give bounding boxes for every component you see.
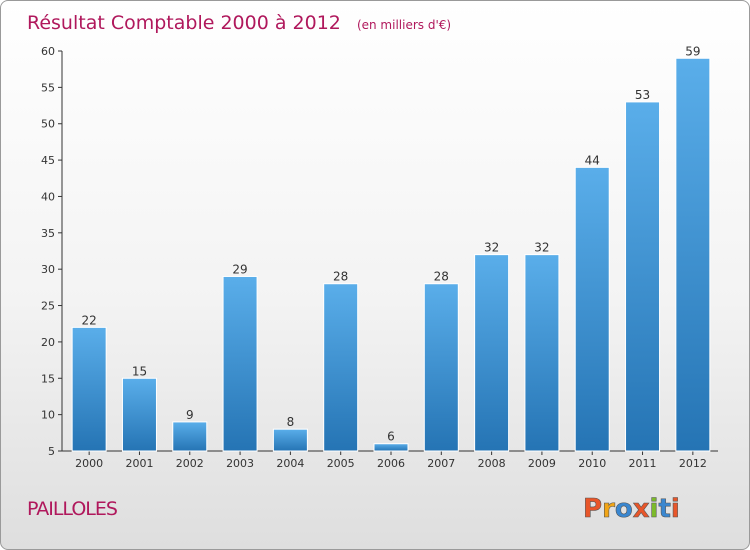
x-tick-label: 2005 [327, 457, 355, 470]
x-tick-label: 2002 [176, 457, 204, 470]
value-labels: 22 15 9 29 8 28 6 28 32 32 44 53 59 [82, 44, 701, 443]
logo-letter: x [633, 494, 650, 524]
bar-value-label: 44 [585, 153, 600, 167]
bars [71, 57, 711, 452]
y-tick-label: 60 [41, 45, 55, 58]
bar-value-label: 6 [387, 430, 395, 444]
y-tick-label: 35 [41, 227, 55, 240]
x-tick-label: 2004 [276, 457, 304, 470]
y-axis: 5 10 15 20 25 30 35 40 45 50 55 60 [41, 45, 63, 458]
x-tick-label: 2011 [629, 457, 657, 470]
bar [121, 377, 157, 452]
x-tick-label: 2008 [478, 457, 506, 470]
logo-letter: o [615, 494, 633, 524]
logo-letter: P [583, 494, 602, 524]
x-tick-label: 2006 [377, 457, 405, 470]
x-tick-label: 2010 [578, 457, 606, 470]
proxiti-logo: Proxiti [583, 494, 680, 524]
bar [423, 283, 459, 452]
bar-value-label: 9 [186, 408, 194, 422]
x-tick-label: 2012 [679, 457, 707, 470]
bar-value-label: 29 [232, 262, 247, 276]
bar-value-label: 8 [287, 415, 295, 429]
y-tick-label: 25 [41, 300, 55, 313]
bar [323, 283, 359, 452]
chart-title-main: Résultat Comptable 2000 à 2012 [27, 12, 341, 34]
x-tick-label: 2000 [75, 457, 103, 470]
logo-letter: i [650, 494, 659, 524]
bar [222, 275, 258, 452]
bar-value-label: 28 [333, 270, 348, 284]
commune-name: PAILLOLES [27, 498, 117, 520]
bar-value-label: 32 [534, 241, 549, 255]
y-tick-label: 10 [41, 409, 55, 422]
bar-value-label: 59 [685, 44, 700, 58]
bar [71, 326, 107, 452]
bar [524, 254, 560, 452]
chart-subtitle: (en milliers d'€) [357, 18, 451, 32]
y-tick-label: 45 [41, 154, 55, 167]
y-tick-label: 5 [48, 445, 55, 458]
bar [172, 421, 208, 452]
x-tick-label: 2007 [427, 457, 455, 470]
y-tick-label: 40 [41, 190, 55, 203]
logo-letter: i [671, 494, 680, 524]
bar [675, 57, 711, 452]
bar [272, 428, 308, 452]
y-tick-label: 15 [41, 372, 55, 385]
x-tick-label: 2009 [528, 457, 556, 470]
y-tick-label: 55 [41, 81, 55, 94]
bar-value-label: 32 [484, 241, 499, 255]
x-tick-label: 2003 [226, 457, 254, 470]
bar [574, 166, 610, 452]
x-tick-label: 2001 [125, 457, 153, 470]
bar [474, 254, 510, 452]
bar-value-label: 53 [635, 88, 650, 102]
logo-letter: r [602, 494, 615, 524]
y-tick-label: 50 [41, 118, 55, 131]
y-tick-label: 20 [41, 336, 55, 349]
bar-value-label: 15 [132, 364, 147, 378]
logo-letter: t [658, 494, 670, 524]
bar-value-label: 22 [82, 313, 97, 327]
x-axis: 2000 2001 2002 2003 2004 2005 2006 2007 2008 2009… [62, 450, 718, 470]
y-tick-label: 30 [41, 263, 55, 276]
bar [625, 101, 661, 452]
bar [373, 443, 409, 452]
chart-title: Résultat Comptable 2000 à 2012 (en milli… [27, 12, 451, 34]
bar-value-label: 28 [434, 270, 449, 284]
